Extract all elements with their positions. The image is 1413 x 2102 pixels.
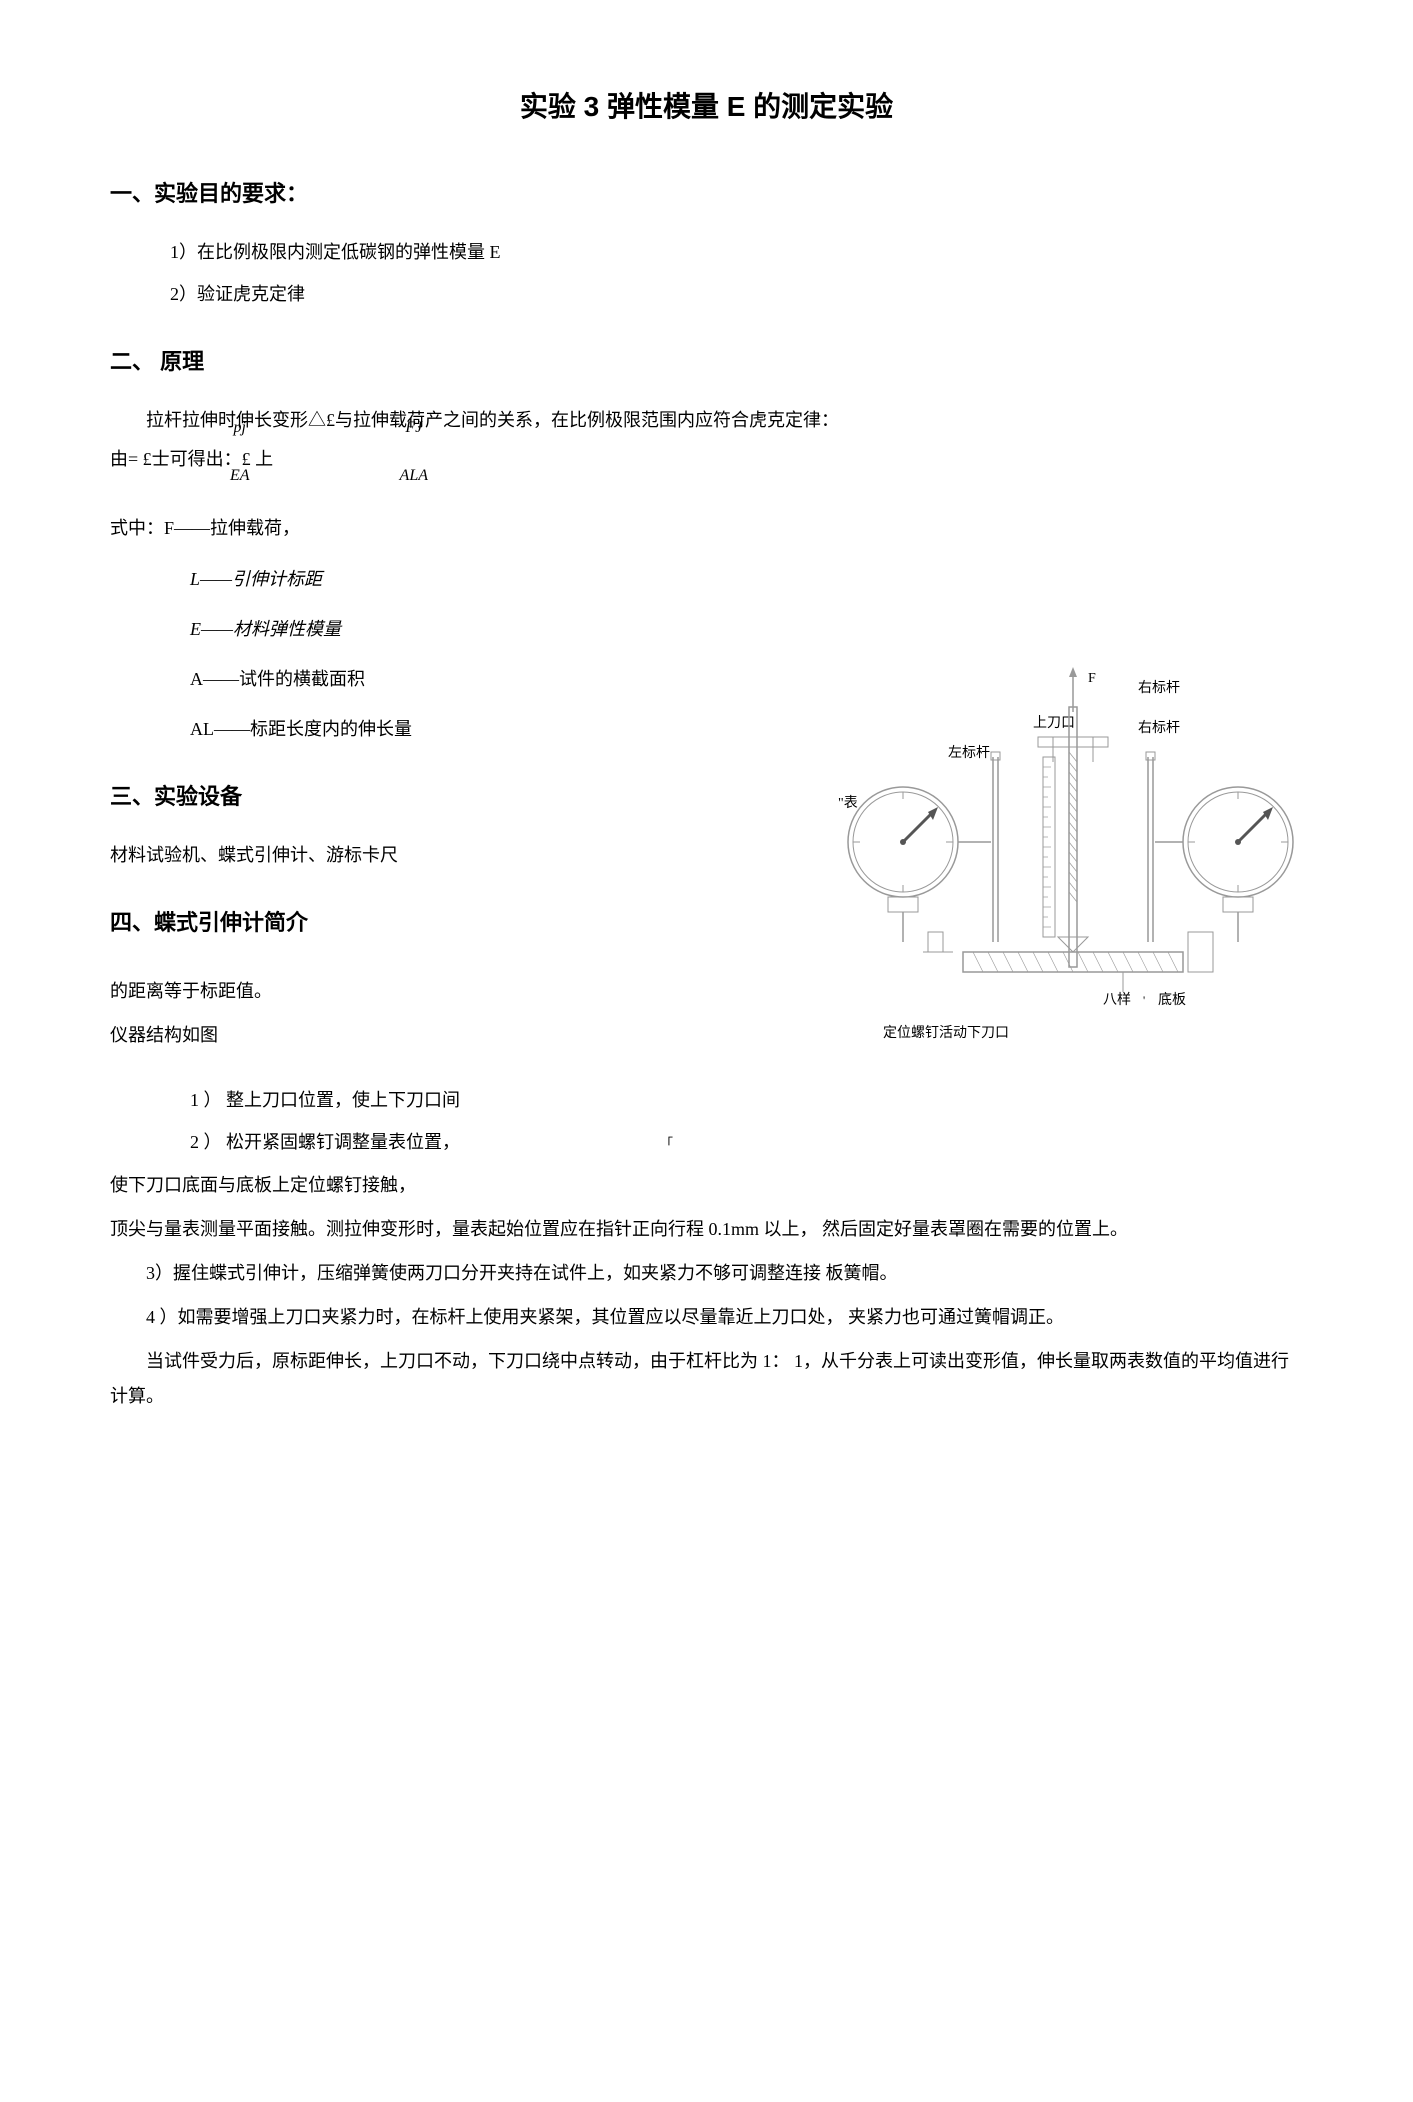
formula-ea: EA [230,461,250,491]
label-force: F [1088,671,1096,686]
section-3-heading: 三、实验设备 [110,776,753,818]
formula-fj: FJ [405,413,422,443]
objective-item-1: 1）在比例极限内测定低碳钢的弹性模量 E [170,235,1303,269]
def-L: L——引伸计标距 [190,562,1303,596]
section-1-heading: 一、实验目的要求： [110,173,1303,215]
diagram-svg: F 右标杆 上刀口 左标杆 右标杆 [773,662,1303,1072]
label-right-rod: 右标杆 [1138,720,1180,736]
para-1: 使下刀口底面与底板上定位螺钉接触， [110,1168,1303,1202]
label-left-rod: 左标杆 [948,745,990,761]
objective-item-2: 2）验证虎克定律 [170,277,1303,311]
label-gauge-left: "表 [838,795,858,811]
para-3: 3）握住蝶式引伸计，压缩弹簧使两刀口分开夹持在试件上，如夹紧力不够可调整连接 板… [110,1256,1303,1290]
def-intro: 式中：F——拉伸载荷， [110,511,1303,545]
section-4-heading: 四、蝶式引伸计简介 [110,902,753,944]
extensometer-diagram: F 右标杆 上刀口 左标杆 右标杆 [773,662,1303,1083]
struct-text: 仪器结构如图 [110,1018,753,1052]
para-4: 4 ）如需要增强上刀口夹紧力时，在标杆上使用夹紧架，其位置应以尽量靠近上刀口处，… [110,1300,1303,1334]
def-A: A——试件的横截面积 [190,662,753,696]
def-AL: AL——标距长度内的伸长量 [190,712,753,746]
document-title: 实验 3 弹性模量 E 的测定实验 [110,80,1303,133]
para-2: 顶尖与量表测量平面接触。测拉伸变形时，量表起始位置应在指针正向行程 0.1mm … [110,1212,1303,1246]
section-2-heading: 二、 原理 [110,341,1303,383]
label-bottom-plate: 底板 [1158,992,1186,1008]
pre-text: 的距离等于标距值。 [110,974,753,1008]
label-right-rod-top: 右标杆 [1138,680,1180,696]
para-5: 当试件受力后，原标距伸长，上刀口不动，下刀口绕中点转动，由于杠杆比为 1： 1，… [110,1344,1303,1412]
formula-pj: pj [234,413,246,443]
bracket-symbol: 「 [660,1133,673,1158]
equipment-text: 材料试验机、蝶式引伸计、游标卡尺 [110,838,753,872]
def-E: E——材料弹性模量 [190,612,1303,646]
svg-text:': ' [1143,993,1145,1007]
def-intro-text: 式中：F——拉伸载荷， [110,518,300,538]
step-2: 2 ） 松开紧固螺钉调整量表位置， [190,1125,460,1159]
step-1: 1 ） 整上刀口位置，使上下刀口间 [190,1083,1303,1117]
label-bottom: 定位螺钉活动下刀口 [883,1025,1009,1041]
label-sample: 八样 [1103,992,1131,1008]
formula-ala: ALA [400,461,428,491]
